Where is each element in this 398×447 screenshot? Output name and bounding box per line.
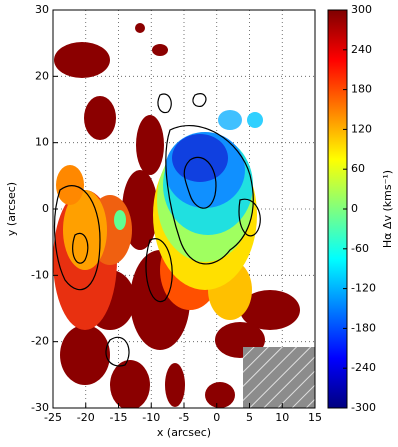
x-tick-label: 0 [213, 411, 220, 424]
y-tick-label: -20 [31, 335, 49, 348]
x-tick-label: -25 [44, 411, 62, 424]
y-axis-label: y (arcsec) [5, 182, 18, 236]
y-tick-label: 10 [35, 136, 49, 149]
x-tick-label: -5 [179, 411, 190, 424]
colorbar-tick-label: -300 [351, 401, 376, 414]
x-tick-label: -15 [110, 411, 128, 424]
colorbar-tick-label: -120 [351, 282, 376, 295]
colorbar-label: Hα Δv (kms⁻¹) [381, 170, 394, 248]
colorbar-tick-label: -180 [351, 321, 376, 334]
colorbar-tick-label: 300 [351, 3, 372, 16]
colorbar-tick-label: -240 [351, 361, 376, 374]
velocity-map [53, 23, 315, 408]
x-tick-label: 5 [246, 411, 253, 424]
y-tick-label: 20 [35, 69, 49, 82]
y-tick-label: 0 [42, 202, 49, 215]
y-tick-label: -10 [31, 268, 49, 281]
colorbar-tick-label: -60 [351, 242, 369, 255]
colorbar-tick-label: 180 [351, 83, 372, 96]
x-tick-label: -20 [77, 411, 95, 424]
x-tick-label: 10 [275, 411, 289, 424]
y-tick-label: -30 [31, 401, 49, 414]
colorbar-tick-label: 120 [351, 122, 372, 135]
y-tick-label: 30 [35, 3, 49, 16]
colorbar-tick-label: 240 [351, 43, 372, 56]
colorbar-tick-label: 60 [351, 162, 365, 175]
x-tick-label: -10 [142, 411, 160, 424]
colorbar-tick-label: 0 [351, 202, 358, 215]
x-tick-label: 15 [308, 411, 322, 424]
x-axis-label: x (arcsec) [157, 426, 211, 439]
